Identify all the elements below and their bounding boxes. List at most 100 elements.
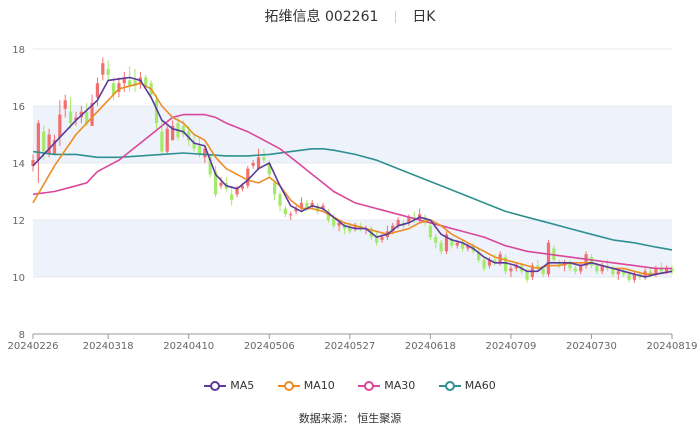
candle-body (353, 225, 357, 229)
x-tick-label: 20240819 (647, 341, 698, 352)
candle-body (450, 239, 454, 246)
candle-body (670, 268, 674, 272)
candle-body (632, 274, 637, 280)
legend-label-ma30: MA30 (384, 378, 416, 392)
candle-body (128, 80, 132, 87)
candle-body (278, 194, 282, 206)
candle-body (106, 68, 110, 75)
candle-body (568, 262, 572, 269)
candle-body (283, 208, 287, 215)
candle-body (493, 259, 497, 263)
candle-body (289, 214, 293, 216)
candle-body (31, 160, 35, 166)
candle-body (213, 171, 218, 195)
background-bands (33, 106, 672, 277)
candle-body (68, 111, 73, 124)
candle-body (111, 83, 116, 95)
candle-body (294, 208, 298, 212)
stock-name: 拓维信息 002261 (264, 9, 379, 25)
legend-marker-ma60 (438, 380, 461, 391)
candle-body (439, 242, 443, 252)
candle-body (600, 265, 604, 272)
candle-body (203, 148, 207, 158)
legend-marker-ma5 (204, 380, 227, 391)
legend-item-ma10[interactable]: MA10 (277, 378, 335, 392)
candle-body (144, 77, 148, 87)
candle-body (63, 100, 67, 109)
candle-body (396, 220, 400, 226)
legend: MA5 MA10 MA30 MA60 (0, 378, 700, 392)
candle-body (230, 194, 234, 201)
data-source: 数据来源： 恒生聚源 (298, 412, 402, 425)
candle-body (546, 242, 551, 275)
x-tick-label: 20240506 (244, 341, 295, 352)
title-divider (394, 11, 396, 23)
candle-body (47, 134, 51, 155)
candle-body (525, 271, 529, 280)
candle-body (466, 245, 470, 249)
legend-item-ma5[interactable]: MA5 (204, 379, 254, 392)
candle-body (321, 205, 325, 209)
candle-body (58, 114, 62, 138)
background-band (33, 220, 672, 277)
candle-body (391, 225, 395, 232)
candle-body (541, 268, 545, 275)
candle-body (192, 143, 196, 149)
candle-body (122, 77, 126, 84)
candle-body (133, 80, 137, 87)
candle-body (74, 117, 78, 121)
candle-body (589, 257, 594, 266)
x-axis: 20240226 20240318 20240410 20240506 20240527… (8, 333, 698, 352)
candle-body (117, 83, 121, 92)
candle-body (235, 188, 239, 195)
y-tick-label: 14 (12, 159, 25, 170)
candle-body (251, 163, 255, 166)
legend-label-ma10: MA10 (303, 378, 335, 392)
period-label: 日K (412, 9, 436, 25)
candle-body (509, 268, 513, 272)
candle-body (460, 242, 465, 249)
y-tick-label: 8 (19, 330, 25, 341)
candle-body (659, 268, 663, 272)
candle-body (171, 125, 175, 141)
candle-body (627, 274, 631, 280)
y-tick-label: 12 (12, 216, 25, 227)
candle-body (154, 100, 159, 124)
candle-body (342, 225, 347, 229)
candle-body (407, 217, 411, 223)
chart-title: 拓维信息 002261 日K (0, 6, 700, 26)
y-tick-label: 10 (12, 273, 25, 284)
legend-marker-ma30 (358, 380, 381, 391)
legend-item-ma60[interactable]: MA60 (438, 378, 496, 392)
x-tick-label: 20240318 (83, 341, 134, 352)
candle-body (557, 262, 561, 266)
y-tick-label: 16 (12, 102, 25, 113)
candle-body (208, 157, 212, 175)
candle-body (455, 242, 459, 246)
candle-body (326, 211, 330, 220)
candle-body (246, 168, 250, 186)
y-axis-ticks: 8 10 12 14 16 18 (12, 45, 25, 341)
candle-body (573, 268, 577, 272)
candle-body (256, 157, 261, 169)
candle-body (579, 265, 583, 272)
candle-body (267, 163, 271, 175)
candle-body (595, 265, 599, 272)
x-tick-label: 20240410 (163, 341, 214, 352)
legend-label-ma60: MA60 (464, 378, 496, 392)
candle-body (434, 237, 438, 243)
legend-item-ma30[interactable]: MA30 (358, 379, 415, 392)
candle-body (444, 234, 449, 252)
candle-body (90, 103, 94, 126)
moving-average-lines (32, 76, 673, 278)
candle-body (305, 202, 309, 209)
x-tick-label: 20240618 (405, 341, 456, 352)
candle-body (187, 131, 191, 141)
candle-body (52, 140, 57, 155)
candle-body (348, 225, 352, 232)
candle-body (219, 182, 223, 186)
candle-body (428, 225, 432, 238)
candle-body (332, 217, 336, 226)
